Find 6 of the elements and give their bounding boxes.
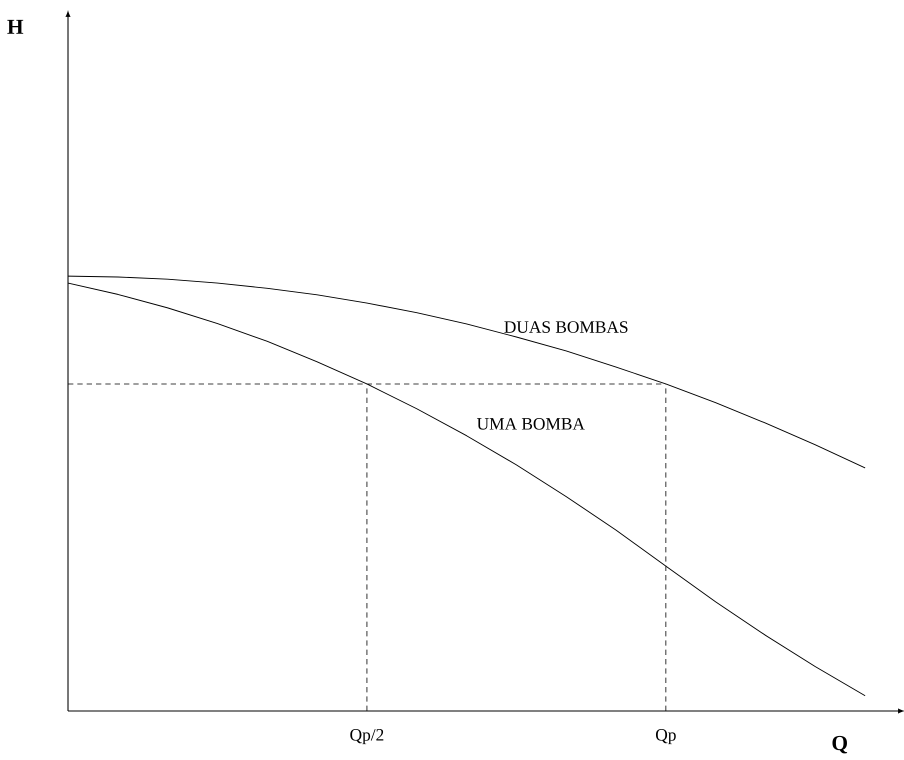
series-label: DUAS BOMBAS [504, 321, 628, 333]
x-tick-label: Qp/2 [350, 729, 384, 744]
x-axis-title: Q [832, 736, 848, 754]
x-tick-label: Qp [656, 729, 676, 744]
series-label: UMA BOMBA [476, 418, 585, 430]
text: H [7, 20, 24, 34]
